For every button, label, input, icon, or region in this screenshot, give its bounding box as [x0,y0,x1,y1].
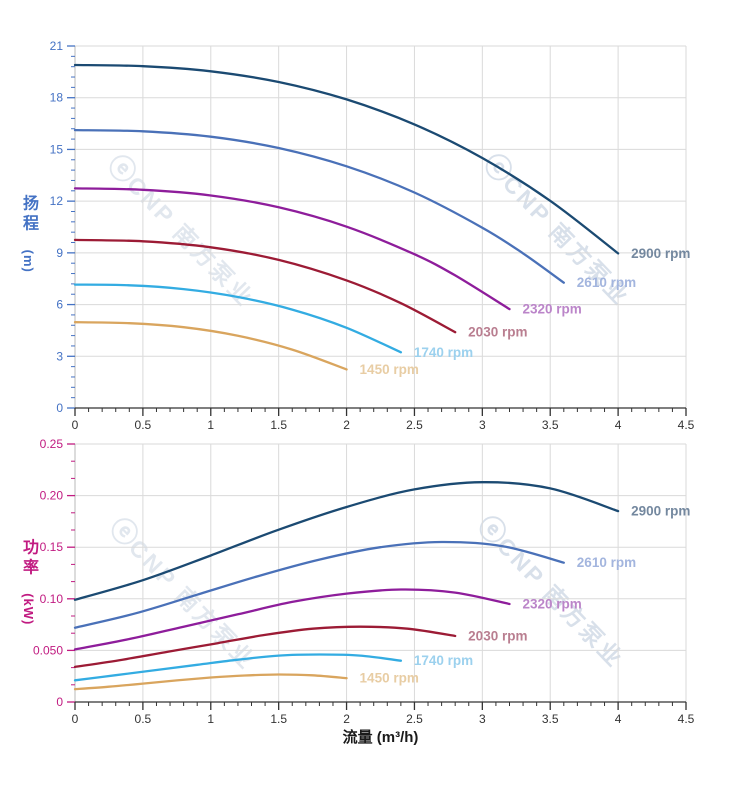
head-y-tick-label: 0 [56,401,63,415]
head-x-tick-label: 1 [207,418,214,432]
power-label-2320-rpm: 2320 rpm [522,596,581,611]
head-axis-title: 扬程 (m) [20,194,37,274]
head-curve-2320-rpm [73,187,511,311]
head-x-tick-label: 3.5 [542,418,559,432]
power-x-tick-label: 3.5 [542,712,559,726]
head-y-tick-label: 12 [50,194,64,208]
power-curve-2610-rpm [73,540,565,629]
head-y-tick-label: 6 [56,298,63,312]
power-y-tick-label: 0.050 [33,643,63,657]
head-label-2320-rpm: 2320 rpm [522,302,581,317]
power-x-tick-label: 2 [343,712,350,726]
head-gridlines [75,45,687,408]
head-axis-title-text: 扬程 [20,194,37,235]
power-label-2900-rpm: 2900 rpm [631,504,690,519]
head-y-tick-label: 9 [56,246,63,260]
power-label-1450-rpm: 1450 rpm [360,671,419,686]
head-y-tick-label: 18 [50,91,64,105]
head-label-1450-rpm: 1450 rpm [360,362,419,377]
power-x-ticks: 0 0.5 1 1.5 2 2.5 3 3.5 4 4.5 [72,702,695,726]
power-x-tick-label: 3 [479,712,486,726]
power-x-tick-label: 4 [615,712,622,726]
head-x-tick-label: 2 [343,418,350,432]
power-y-tick-label: 0.20 [40,489,64,503]
power-label-2030-rpm: 2030 rpm [468,628,527,643]
head-x-tick-label: 2.5 [406,418,423,432]
head-x-tick-label: 1.5 [270,418,287,432]
power-x-tick-label: 4.5 [678,712,695,726]
power-y-tick-label: 0.15 [40,540,64,554]
head-y-tick-label: 3 [56,349,63,363]
head-label-2900-rpm: 2900 rpm [631,246,690,261]
head-x-tick-label: 4 [615,418,622,432]
flow-axis-title: 流量 (m³/h) [342,729,419,746]
power-gridlines [75,443,687,702]
power-y-tick-label: 0.25 [40,437,64,451]
head-curve-2030-rpm [73,238,457,334]
power-axis-title: 功率 (kW) [20,538,37,626]
power-y-tick-label: 0.10 [40,592,64,606]
power-x-tick-label: 1 [207,712,214,726]
power-y-ticks: 0 0.050 0.10 0.15 0.20 0.25 [33,437,75,709]
power-curve-2320-rpm [73,588,511,651]
head-x-tick-label: 3 [479,418,486,432]
power-chart: 0 0.050 0.10 0.15 0.20 0.25 0 0.5 1 1.5 2 2.5 3 3.5 4 4… [33,437,695,726]
power-curve-2030-rpm [73,625,457,669]
power-axis-unit: (kW) [21,593,36,626]
power-label-1740-rpm: 1740 rpm [414,653,473,668]
power-x-tick-label: 0 [72,712,79,726]
power-label-2610-rpm: 2610 rpm [577,555,636,570]
power-y-tick-label: 0 [56,695,63,709]
power-x-tick-label: 1.5 [270,712,287,726]
head-y-tick-label: 15 [50,142,64,156]
head-x-ticks: 0 0.5 1 1.5 2 2.5 3 3.5 4 4.5 [72,408,695,432]
head-x-tick-label: 0 [72,418,79,432]
head-curve-2900-rpm [73,63,620,255]
power-curve-1740-rpm [73,653,403,682]
head-x-tick-label: 0.5 [135,418,152,432]
head-curve-1450-rpm [73,321,348,371]
head-y-tick-label: 21 [50,39,64,53]
power-axis-title-text: 功率 [20,538,37,579]
power-x-tick-label: 2.5 [406,712,423,726]
head-label-2610-rpm: 2610 rpm [577,275,636,290]
head-curve-1740-rpm [73,283,403,354]
power-curve-1450-rpm [73,673,348,691]
head-y-ticks: 0 3 6 9 12 15 18 21 [50,39,75,415]
head-label-2030-rpm: 2030 rpm [468,325,527,340]
head-chart: 0 3 6 9 12 15 18 21 0 0.5 1 1.5 2 2.5 3 3.5 4 4.5 2900 rpm… [50,39,695,432]
head-axis-unit: (m) [21,250,36,274]
power-x-tick-label: 0.5 [135,712,152,726]
head-label-1740-rpm: 1740 rpm [414,345,473,360]
power-curve-2900-rpm [73,481,620,601]
head-x-tick-label: 4.5 [678,418,695,432]
head-curve-2610-rpm [73,128,565,284]
